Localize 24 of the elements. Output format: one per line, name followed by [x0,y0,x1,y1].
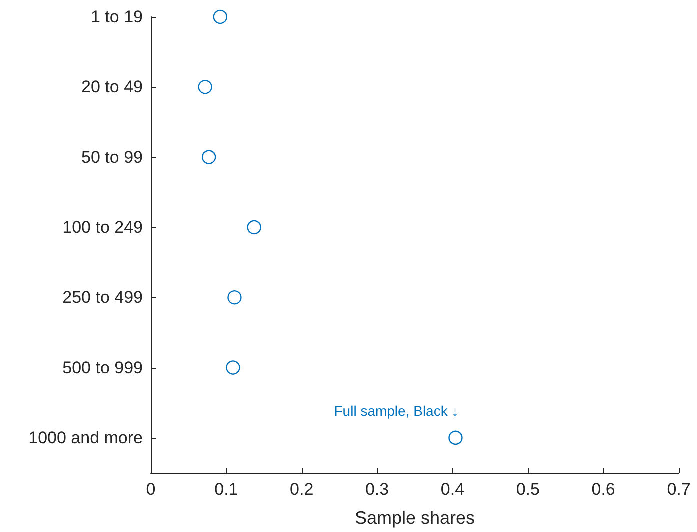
point [226,360,240,375]
annotation: Full sample, Black ↓ [334,402,459,419]
point [198,80,212,94]
point [228,290,242,305]
point [247,220,262,235]
x-tick-label: 0.2 [290,480,314,499]
y-tick-label: 100 to 249 [62,218,143,237]
x-tick-label: 0.1 [214,480,238,499]
x-tick-label: 0.7 [667,480,691,499]
x-axis-title: Sample shares [354,508,476,528]
x-tick-label: 0 [146,480,156,499]
y-tick-label: 500 to 999 [62,358,143,378]
x-tick-label: 0.5 [516,480,540,499]
point [213,10,228,24]
y-tick-label: 20 to 49 [82,78,143,97]
x-tick-label: 0.4 [440,480,465,499]
y-tick-label: 1000 and more [28,428,143,448]
point [202,150,216,164]
y-tick-label: 1 to 19 [91,8,143,26]
y-tick-label: 50 to 99 [82,148,143,167]
x-tick-label: 0.3 [365,480,390,499]
x-tick-label: 0.6 [592,480,616,499]
point [448,430,463,446]
y-tick-label: 250 to 499 [62,288,143,308]
